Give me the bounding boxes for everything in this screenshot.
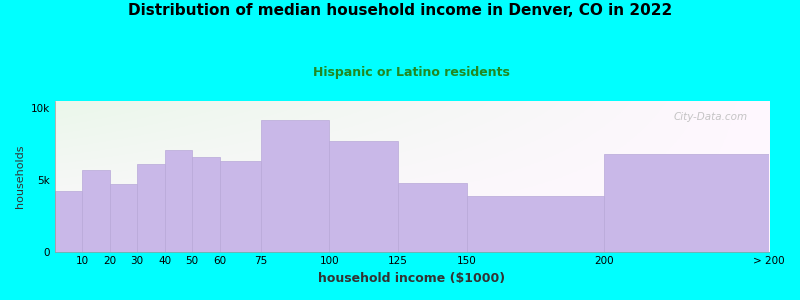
Bar bbox=[165, 150, 192, 252]
Y-axis label: households: households bbox=[15, 145, 25, 208]
Bar bbox=[219, 161, 261, 252]
Bar bbox=[467, 196, 604, 252]
Bar bbox=[137, 164, 165, 252]
Bar bbox=[398, 183, 467, 252]
Bar bbox=[192, 157, 219, 252]
Text: Distribution of median household income in Denver, CO in 2022: Distribution of median household income … bbox=[128, 3, 672, 18]
Bar bbox=[110, 184, 137, 252]
Bar bbox=[604, 154, 769, 252]
Text: City-Data.com: City-Data.com bbox=[674, 112, 748, 122]
Title: Hispanic or Latino residents: Hispanic or Latino residents bbox=[314, 66, 510, 79]
Bar bbox=[54, 191, 82, 252]
X-axis label: household income ($1000): household income ($1000) bbox=[318, 272, 506, 285]
Bar bbox=[330, 141, 398, 252]
Bar bbox=[261, 120, 330, 252]
Bar bbox=[82, 170, 110, 252]
